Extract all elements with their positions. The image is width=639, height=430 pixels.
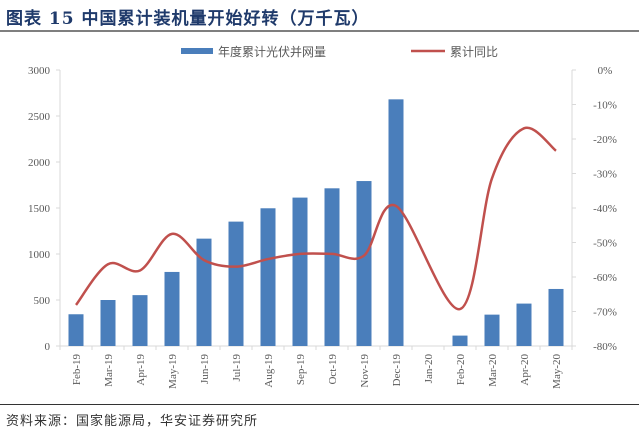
right-tick-label: -30% xyxy=(593,169,617,181)
bar-Apr-19 xyxy=(132,295,148,346)
x-tick-label: Mar-20 xyxy=(487,354,499,387)
right-tick-label: -80% xyxy=(593,341,617,353)
x-tick-label: Nov-19 xyxy=(359,354,371,388)
left-tick-label: 0 xyxy=(45,341,51,353)
bar-Feb-20 xyxy=(452,335,468,346)
left-tick-label: 1000 xyxy=(28,249,51,261)
right-tick-label: -20% xyxy=(593,134,617,146)
bar-Mar-19 xyxy=(100,300,116,346)
legend-line-label: 累计同比 xyxy=(450,45,498,59)
bar-Dec-19 xyxy=(388,99,404,347)
footer-divider xyxy=(0,404,639,405)
bar-May-20 xyxy=(548,288,564,346)
x-tick-label: May-19 xyxy=(167,354,179,389)
bar-Jun-19 xyxy=(196,238,212,346)
x-tick-label: Mar-19 xyxy=(103,354,115,387)
yoy-line xyxy=(74,126,557,311)
bar-Nov-19 xyxy=(356,181,372,346)
x-tick-label: Dec-19 xyxy=(391,354,403,387)
left-tick-label: 2500 xyxy=(28,111,51,123)
left-tick-label: 1500 xyxy=(28,203,51,215)
right-tick-label: 0% xyxy=(598,65,613,77)
bar-Oct-19 xyxy=(324,188,340,346)
bar-Sep-19 xyxy=(292,197,308,346)
x-tick-label: Sep-19 xyxy=(295,354,307,386)
title-divider xyxy=(0,30,639,32)
bar-Mar-20 xyxy=(484,314,500,346)
x-tick-label: Jun-19 xyxy=(199,354,211,384)
bar-Aug-19 xyxy=(260,208,276,346)
left-tick-label: 500 xyxy=(34,295,51,307)
x-tick-label: Jul-19 xyxy=(231,354,243,382)
x-tick-label: Apr-19 xyxy=(135,354,147,386)
left-tick-label: 2000 xyxy=(28,157,51,169)
right-tick-label: -10% xyxy=(593,100,617,112)
right-tick-label: -40% xyxy=(593,203,617,215)
right-tick-label: -50% xyxy=(593,238,617,250)
bar-May-19 xyxy=(164,271,180,346)
legend-bar-label: 年度累计光伏并网量 xyxy=(218,44,326,59)
x-tick-label: Feb-19 xyxy=(71,354,83,386)
bar-Feb-19 xyxy=(68,314,84,346)
right-tick-label: -70% xyxy=(593,307,617,319)
x-tick-label: Aug-19 xyxy=(263,354,275,388)
legend-bar-swatch xyxy=(181,48,213,54)
bar-Apr-20 xyxy=(516,303,532,346)
chart-title: 图表 15 中国累计装机量开始好转（万千瓦） xyxy=(6,9,370,29)
right-tick-label: -60% xyxy=(593,272,617,284)
x-tick-label: Jan-20 xyxy=(423,354,435,384)
x-tick-label: Feb-20 xyxy=(455,354,467,386)
bar-Jul-19 xyxy=(228,221,244,346)
left-tick-label: 3000 xyxy=(28,65,51,77)
x-tick-label: Apr-20 xyxy=(519,354,531,386)
x-tick-label: Oct-19 xyxy=(327,354,339,385)
x-tick-label: May-20 xyxy=(551,354,563,389)
source-note: 资料来源：国家能源局，华安证券研究所 xyxy=(6,414,259,429)
